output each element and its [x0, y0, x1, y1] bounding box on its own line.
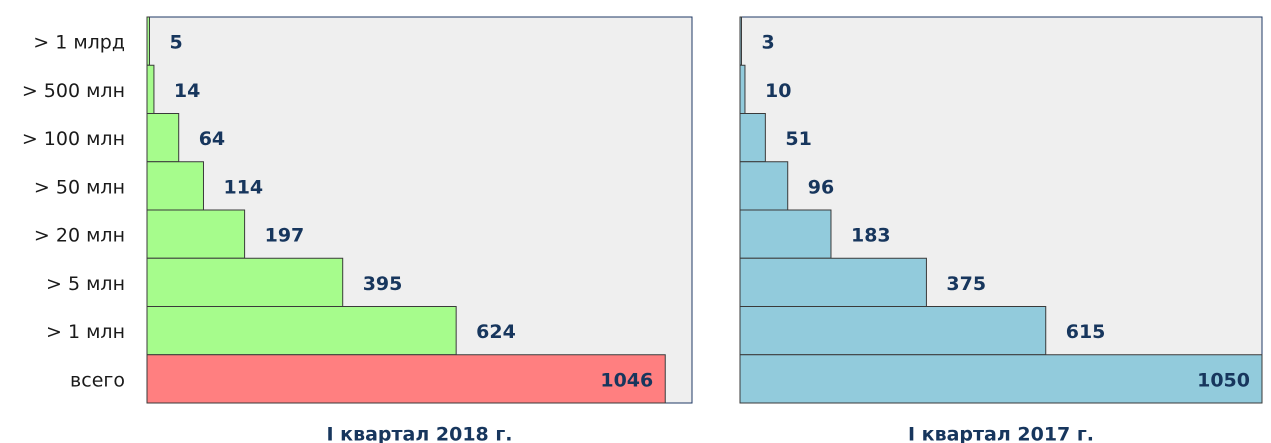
- bar: [146, 16, 150, 66]
- value-label: 51: [785, 128, 811, 150]
- value-label: 375: [946, 273, 986, 295]
- category-label: > 50 млн: [34, 176, 125, 198]
- value-label: 615: [1066, 321, 1106, 343]
- category-label: > 20 млн: [34, 225, 125, 247]
- category-label: > 500 млн: [22, 80, 125, 102]
- category-label: > 1 млн: [46, 321, 125, 343]
- category-label: > 1 млрд: [33, 32, 125, 54]
- value-label: 183: [851, 225, 891, 247]
- value-label: 96: [808, 176, 834, 198]
- value-label: 5: [169, 32, 182, 54]
- value-label: 624: [476, 321, 516, 343]
- value-label: 14: [174, 80, 200, 102]
- chart-title: I квартал 2018 г.: [326, 424, 512, 443]
- bar: [146, 113, 180, 163]
- value-label: 395: [363, 273, 403, 295]
- value-label: 1046: [600, 369, 653, 391]
- value-label: 64: [199, 128, 225, 150]
- bar: [739, 16, 742, 66]
- value-label: 1050: [1197, 369, 1250, 391]
- bar: [739, 64, 746, 114]
- bar: [146, 306, 457, 356]
- value-label: 10: [765, 80, 791, 102]
- bar: [739, 257, 927, 307]
- bar: [739, 209, 832, 259]
- category-label: > 100 млн: [22, 128, 125, 150]
- bar: [146, 64, 155, 114]
- bar: [146, 354, 666, 404]
- category-label: всего: [70, 369, 125, 391]
- value-label: 114: [223, 176, 263, 198]
- category-label: > 5 млн: [46, 273, 125, 295]
- bar: [739, 306, 1047, 356]
- value-label: 3: [761, 32, 774, 54]
- bar: [146, 257, 344, 307]
- bar: [739, 161, 789, 211]
- chart-title: I квартал 2017 г.: [908, 424, 1094, 443]
- bar: [739, 113, 766, 163]
- bar: [739, 354, 1263, 404]
- bar: [146, 209, 246, 259]
- value-label: 197: [265, 225, 305, 247]
- bar: [146, 161, 204, 211]
